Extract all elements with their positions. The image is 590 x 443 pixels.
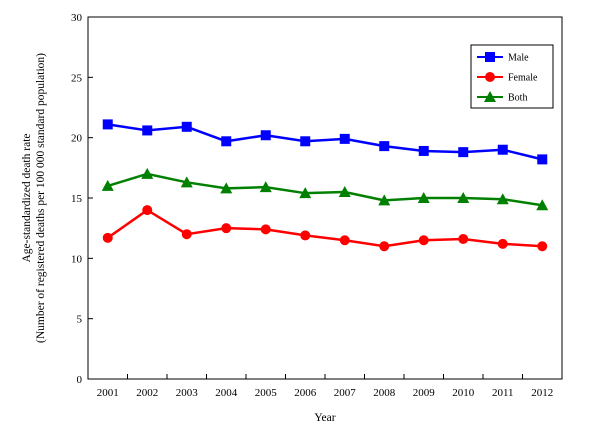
data-point-female [339,235,350,246]
x-tick-label: 2012 [531,387,553,399]
data-point-male [142,125,153,136]
data-point-male [418,145,429,156]
data-point-female [260,224,271,235]
x-tick-label: 2006 [294,387,317,399]
legend-label: Both [508,93,527,104]
series-line-female [107,208,543,248]
legend-item-both: Both [477,91,527,104]
legend-marker [484,91,496,102]
data-point-both [338,185,351,197]
data-point-female [458,234,469,245]
y-tick-label: 15 [71,193,83,205]
series-female [102,205,548,252]
data-point-female [497,238,508,249]
tick-labels: 0 5 10 15 20 25 30 2001 2002 2003 2004 2005 2006 2007… [71,12,553,399]
data-point-both [378,194,391,206]
data-point-female [142,205,153,216]
x-tick-label: 2007 [334,387,357,399]
data-point-male [102,119,113,130]
x-axis-title: Year [314,412,335,424]
y-tick-label: 5 [77,314,83,326]
data-point-both [101,179,114,191]
x-tick-label: 2002 [136,387,158,399]
series-line-male [107,123,543,161]
legend-item-male: Male [477,52,529,64]
data-point-female [418,235,429,246]
x-tick-label: 2004 [215,387,238,399]
series-line-both [107,172,543,207]
y-axis-title-line2: (Number of registered deaths per 100 000… [35,53,47,343]
data-point-both [220,182,233,194]
y-tick-label: 25 [71,72,83,84]
series-lines [101,119,549,252]
data-point-male [537,154,548,165]
x-tick-label: 2005 [255,387,278,399]
data-point-male [181,121,192,132]
data-point-male [260,130,271,141]
y-tick-label: 0 [77,374,83,386]
legend-marker [485,52,495,62]
x-tick-label: 2011 [492,387,514,399]
legend-label: Female [508,73,538,84]
data-point-both [417,192,430,203]
data-point-both [457,192,470,203]
x-tick-label: 2009 [413,387,436,399]
x-tick-label: 2003 [176,387,199,399]
data-point-both [259,181,272,193]
x-tick-label: 2001 [97,387,119,399]
x-tick-label: 2008 [373,387,396,399]
legend: Male Female Both [470,44,554,109]
data-point-female [537,241,548,252]
data-point-both [496,193,509,205]
series-both [101,167,549,211]
axes [87,16,563,380]
data-point-both [536,199,549,211]
legend-item-female: Female [477,72,538,84]
data-point-male [379,141,390,152]
data-point-male [458,147,469,158]
y-tick-label: 20 [71,133,83,145]
data-point-female [221,223,232,234]
legend-marker [485,72,495,82]
y-axis-title-line1: Age-standardized death rate [21,134,33,263]
y-tick-label: 30 [71,12,83,24]
y-tick-label: 10 [71,253,83,265]
data-point-male [300,136,311,147]
x-tick-label: 2010 [452,387,475,399]
data-point-female [181,229,192,240]
data-point-female [379,241,390,252]
data-point-both [141,167,154,179]
data-point-both [299,187,312,199]
data-point-both [180,176,193,188]
series-male [102,119,548,165]
data-point-male [339,133,350,144]
legend-label: Male [508,53,529,64]
data-point-female [102,232,113,243]
data-point-male [221,136,232,147]
data-point-female [300,230,311,241]
data-point-male [497,144,508,155]
